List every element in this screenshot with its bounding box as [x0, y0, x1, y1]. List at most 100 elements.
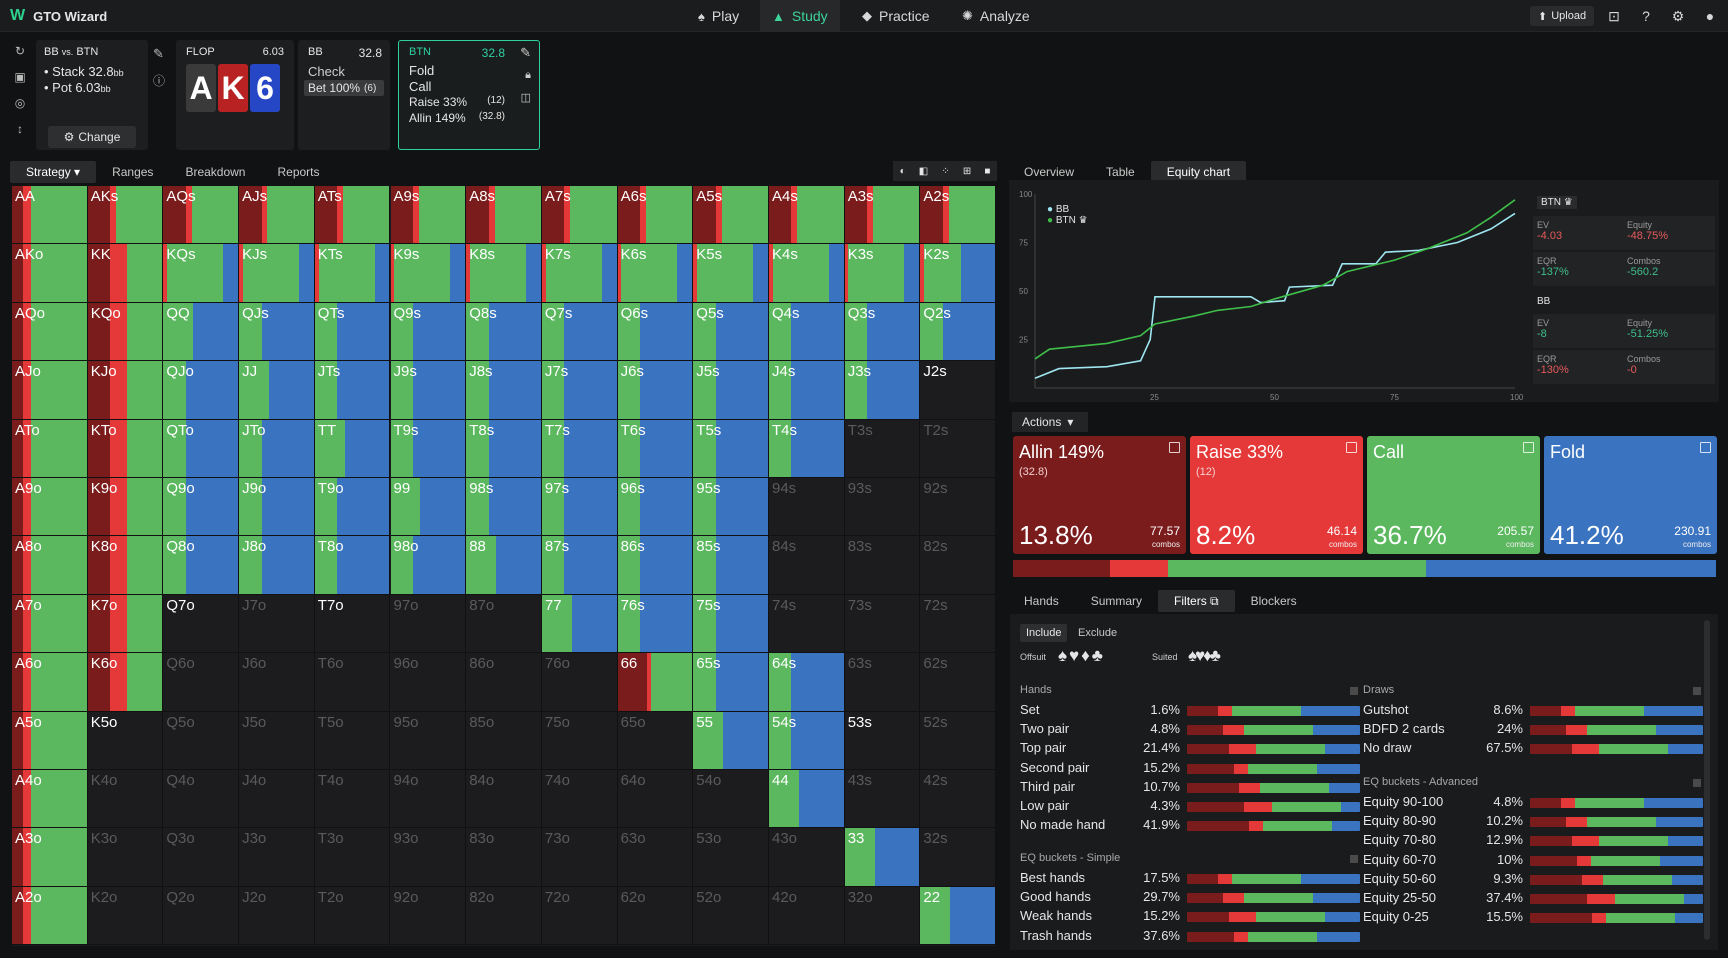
hand-cell-72o[interactable]: 72o: [541, 886, 618, 946]
hand-cell-73s[interactable]: 73s: [844, 594, 921, 654]
lock-icon[interactable]: 🔒︎: [525, 69, 531, 81]
details-icon[interactable]: [1523, 442, 1534, 453]
hand-cell-J8o[interactable]: J8o: [239, 536, 315, 595]
hand-cell-Q3o[interactable]: Q3o: [163, 828, 240, 887]
hand-cell-Q8s[interactable]: Q8s: [466, 302, 542, 362]
hand-cell-52s[interactable]: 52s: [920, 711, 997, 770]
hand-cell-K7o[interactable]: K7o: [87, 594, 164, 654]
bb-check[interactable]: Check: [308, 64, 345, 79]
hand-cell-72s[interactable]: 72s: [920, 594, 997, 654]
hand-cell-A9o[interactable]: A9o: [12, 478, 88, 537]
hand-cell-Q5s[interactable]: Q5s: [693, 302, 769, 362]
hand-cell-J7o[interactable]: J7o: [239, 594, 315, 654]
hand-cell-T3o[interactable]: T3o: [314, 828, 391, 887]
filter-row[interactable]: Two pair 4.8%: [1020, 721, 1360, 740]
edit-icon[interactable]: ✎: [153, 46, 164, 61]
hand-cell-87o[interactable]: 87o: [466, 594, 542, 654]
hand-cell-86o[interactable]: 86o: [466, 653, 542, 712]
hand-cell-86s[interactable]: 86s: [617, 536, 694, 595]
hand-cell-84o[interactable]: 84o: [466, 770, 542, 829]
details-icon[interactable]: [1346, 442, 1357, 453]
hand-cell-K6s[interactable]: K6s: [617, 244, 694, 303]
hand-cell-92s[interactable]: 92s: [920, 478, 997, 537]
view-toggle-5-icon[interactable]: ■: [984, 165, 991, 177]
action-raise[interactable]: Raise 33% (12) 8.2% 46.14 combos: [1190, 436, 1363, 554]
hand-cell-T8s[interactable]: T8s: [466, 419, 542, 478]
filter-row[interactable]: Top pair 21.4%: [1020, 740, 1360, 759]
hand-cell-ATo[interactable]: ATo: [12, 419, 88, 478]
hand-cell-Q5o[interactable]: Q5o: [163, 711, 240, 770]
hand-cell-73o[interactable]: 73o: [541, 828, 618, 887]
tab-filters[interactable]: Filters ⧉: [1158, 590, 1235, 612]
hand-cell-66[interactable]: 66: [617, 653, 694, 712]
section-checkbox[interactable]: [1693, 687, 1701, 695]
hand-cell-93s[interactable]: 93s: [844, 478, 921, 537]
hand-cell-92o[interactable]: 92o: [390, 886, 467, 946]
action-call[interactable]: Call 36.7% 205.57 combos: [1367, 436, 1540, 554]
hand-cell-88[interactable]: 88: [466, 536, 542, 595]
expand-icon[interactable]: ↕: [17, 122, 23, 136]
filter-row[interactable]: Trash hands 37.6%: [1020, 928, 1360, 947]
hand-cell-65s[interactable]: 65s: [693, 653, 769, 712]
hand-cell-97s[interactable]: 97s: [541, 478, 618, 537]
hand-cell-J2o[interactable]: J2o: [239, 886, 315, 946]
edit-btn-icon[interactable]: ✎: [520, 45, 531, 60]
hand-cell-42o[interactable]: 42o: [769, 886, 845, 946]
filter-row[interactable]: Gutshot 8.6%: [1363, 702, 1703, 721]
btn-allin[interactable]: Allin 149% (32.8): [409, 111, 505, 125]
hand-cell-98o[interactable]: 98o: [390, 536, 467, 595]
hand-cell-K8o[interactable]: K8o: [87, 536, 164, 595]
hand-cell-76s[interactable]: 76s: [617, 594, 694, 654]
hand-cell-T7s[interactable]: T7s: [541, 419, 618, 478]
hand-cell-J7s[interactable]: J7s: [541, 361, 618, 420]
hand-cell-74o[interactable]: 74o: [541, 770, 618, 829]
filter-row[interactable]: Equity 50-60 9.3%: [1363, 871, 1703, 890]
gamepad-icon[interactable]: ◎: [14, 96, 26, 110]
filter-row[interactable]: Low pair 4.3%: [1020, 798, 1360, 817]
hand-cell-85s[interactable]: 85s: [693, 536, 769, 595]
hand-cell-A4s[interactable]: A4s: [769, 186, 845, 245]
filter-row[interactable]: Equity 80-90 10.2%: [1363, 813, 1703, 832]
hand-cell-T4o[interactable]: T4o: [314, 770, 391, 829]
filter-row[interactable]: BDFD 2 cards 24%: [1363, 721, 1703, 740]
hand-cell-KQo[interactable]: KQo: [87, 302, 164, 362]
filter-row[interactable]: No made hand 41.9%: [1020, 817, 1360, 836]
hand-cell-T3s[interactable]: T3s: [844, 419, 921, 478]
hand-cell-K8s[interactable]: K8s: [466, 244, 542, 303]
btn-call[interactable]: Call: [409, 79, 432, 94]
hand-cell-54o[interactable]: 54o: [693, 770, 769, 829]
hand-cell-77[interactable]: 77: [541, 594, 618, 654]
hand-cell-A2s[interactable]: A2s: [920, 186, 997, 245]
details-icon[interactable]: [1700, 442, 1711, 453]
hand-cell-83s[interactable]: 83s: [844, 536, 921, 595]
hand-cell-Q2o[interactable]: Q2o: [163, 886, 240, 946]
btn-fold[interactable]: Fold: [409, 63, 435, 78]
hand-cell-J9s[interactable]: J9s: [390, 361, 467, 420]
hand-cell-T5o[interactable]: T5o: [314, 711, 391, 770]
hand-cell-A7s[interactable]: A7s: [541, 186, 618, 245]
upload-button[interactable]: ⬆ Upload: [1530, 6, 1595, 26]
hand-cell-AJs[interactable]: AJs: [239, 186, 315, 245]
view-toggle-4-icon[interactable]: ⊞: [962, 165, 972, 177]
tab-table[interactable]: Table: [1106, 165, 1135, 179]
hand-cell-J8s[interactable]: J8s: [466, 361, 542, 420]
hand-cell-KQs[interactable]: KQs: [163, 244, 240, 303]
hand-cell-J6o[interactable]: J6o: [239, 653, 315, 712]
flop-panel[interactable]: FLOP 6.03 A K 6: [176, 40, 294, 150]
hand-cell-53s[interactable]: 53s: [844, 711, 921, 770]
hand-cell-Q7o[interactable]: Q7o: [163, 594, 240, 654]
gear-icon[interactable]: ⚙: [1671, 7, 1685, 24]
hand-cell-AKs[interactable]: AKs: [87, 186, 164, 245]
hand-cell-64o[interactable]: 64o: [617, 770, 694, 829]
hand-cell-75s[interactable]: 75s: [693, 594, 769, 654]
hand-cell-J4o[interactable]: J4o: [239, 770, 315, 829]
hand-cell-85o[interactable]: 85o: [466, 711, 542, 770]
hand-cell-97o[interactable]: 97o: [390, 594, 467, 654]
scrollbar[interactable]: [1704, 620, 1710, 940]
hand-cell-T9o[interactable]: T9o: [314, 478, 391, 537]
hand-cell-43s[interactable]: 43s: [844, 770, 921, 829]
nav-study[interactable]: ▲ Study: [760, 0, 840, 32]
hand-cell-Q2s[interactable]: Q2s: [920, 302, 997, 362]
brand[interactable]: W GTO Wizard: [10, 0, 107, 32]
refresh-icon[interactable]: ↻: [14, 44, 26, 58]
